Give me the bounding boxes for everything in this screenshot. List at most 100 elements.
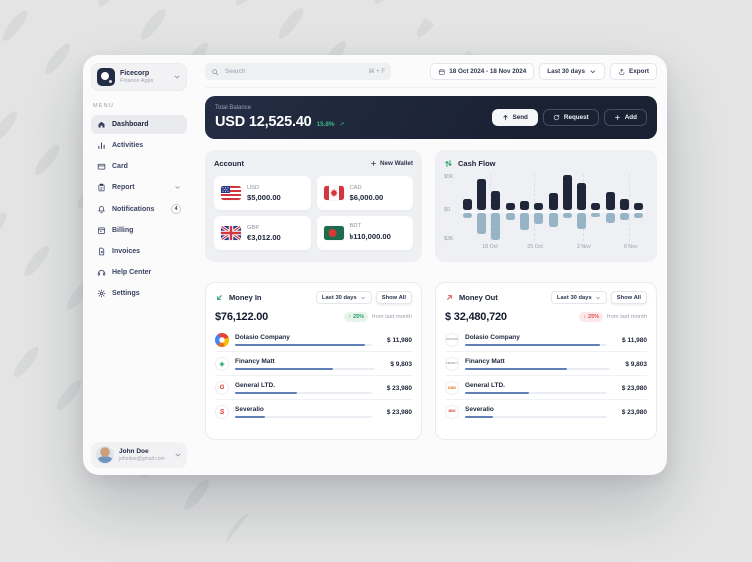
wallet-card-cad[interactable]: CAD $6,000.00 xyxy=(316,176,413,210)
inflow-bar xyxy=(534,203,544,210)
wallet-card-gbp[interactable]: GBP €3,012.00 xyxy=(214,216,311,250)
outflow-bar xyxy=(591,213,601,217)
arrow-up-icon: ↑ xyxy=(348,314,352,320)
x-axis-label: 25 Oct xyxy=(527,244,543,250)
company-name: Dolasio Company xyxy=(465,334,520,341)
wallet-card-bdt[interactable]: BDT ৳110,000.00 xyxy=(316,216,413,250)
wallet-card-usd[interactable]: USD $5,000.00 xyxy=(214,176,311,210)
progress-bar xyxy=(465,368,611,370)
new-wallet-button[interactable]: New Wallet xyxy=(370,160,413,167)
new-wallet-label: New Wallet xyxy=(379,160,413,167)
money-out-note: from last month xyxy=(607,314,647,320)
transaction-row-severalio[interactable]: MIXI Severalio $ 23,980 xyxy=(445,399,647,423)
sidebar-menu: Dashboard Activities Card Report Notificatio… xyxy=(91,115,187,303)
inflow-bar xyxy=(519,201,529,210)
money-out-show-all-button[interactable]: Show All xyxy=(610,291,647,304)
chevron-down-icon xyxy=(174,451,182,459)
money-out-change-badge: ↓ 25% xyxy=(579,312,604,322)
inflow-bar xyxy=(505,203,515,210)
date-range-label: 18 Oct 2024 - 18 Nov 2024 xyxy=(449,68,527,75)
search-icon xyxy=(211,68,219,76)
arrow-down-icon: ↓ xyxy=(583,314,587,320)
money-out-period-dropdown[interactable]: Last 30 days xyxy=(550,291,607,304)
money-in-title: Money In xyxy=(229,293,262,302)
period-dropdown[interactable]: Last 30 days xyxy=(539,63,605,80)
cashflow-title: Cash Flow xyxy=(458,159,496,168)
app-name: Ficecorp xyxy=(120,70,150,77)
date-range-button[interactable]: 18 Oct 2024 - 18 Nov 2024 xyxy=(429,63,535,80)
transaction-amount: $ 11,980 xyxy=(387,336,412,344)
inflow-bar xyxy=(462,199,472,210)
user-profile[interactable]: John Doe johndoe@gmail.com xyxy=(91,442,187,468)
request-button[interactable]: Request xyxy=(542,109,599,126)
search-shortcut: ⌘ + F xyxy=(368,69,385,75)
company-name: Severalio xyxy=(235,406,264,413)
money-in-show-all-button[interactable]: Show All xyxy=(375,291,412,304)
sidebar-item-billing[interactable]: Billing xyxy=(91,221,187,240)
sidebar-item-help-center[interactable]: Help Center xyxy=(91,263,187,282)
sidebar-item-card[interactable]: Card xyxy=(91,157,187,176)
y-axis-label: $0 xyxy=(444,207,450,213)
send-button[interactable]: Send xyxy=(491,109,538,126)
inflow-bar xyxy=(634,203,644,210)
chart-plot-area xyxy=(460,174,646,241)
outflow-bar xyxy=(562,213,572,218)
arrow-down-left-icon xyxy=(215,293,224,302)
money-out-change: 25% xyxy=(588,314,600,320)
sidebar-item-dashboard[interactable]: Dashboard xyxy=(91,115,187,134)
workspace-switcher[interactable]: Ficecorp Finance Apps xyxy=(91,63,187,91)
transaction-row-dolasio-company[interactable]: Dolasio Company $ 11,980 xyxy=(215,328,412,351)
x-axis-label: 9 Nov xyxy=(623,244,638,250)
chevron-down-icon xyxy=(360,295,366,301)
outflow-bar xyxy=(634,213,644,218)
cashflow-icon xyxy=(444,159,453,168)
company-name: Dolasio Company xyxy=(235,334,290,341)
sidebar-item-notifications[interactable]: Notifications 4 xyxy=(91,199,187,219)
outflow-bar xyxy=(505,213,515,220)
search-box[interactable]: ⌘ + F xyxy=(205,63,391,80)
chart-zero-line xyxy=(460,210,646,213)
company-logo-icon: DOLASIO xyxy=(445,333,459,347)
sidebar-item-settings[interactable]: Settings xyxy=(91,284,187,303)
sidebar-item-label: Notifications xyxy=(112,205,155,213)
sidebar-item-activities[interactable]: Activities xyxy=(91,136,187,155)
company-logo-icon: ◈ xyxy=(215,357,229,371)
export-button[interactable]: Export xyxy=(609,63,657,80)
notification-count-badge: 4 xyxy=(171,204,181,214)
sidebar-item-label: Report xyxy=(112,184,135,191)
company-logo-icon: FINANCY xyxy=(445,357,459,371)
sidebar-item-invoices[interactable]: Invoices xyxy=(91,242,187,261)
home-icon xyxy=(97,120,106,129)
avatar xyxy=(96,446,114,464)
transaction-row-financy-matt[interactable]: ◈ Financy Matt $ 9,803 xyxy=(215,351,412,375)
company-name: General LTD. xyxy=(235,382,275,389)
wallet-currency: BDT xyxy=(349,222,362,229)
chart-gridline xyxy=(629,174,631,241)
invoice-icon xyxy=(97,247,106,256)
sidebar-item-report[interactable]: Report xyxy=(91,178,187,197)
cashflow-panel: Cash Flow $5K $0 $3K 18 Oct 25 Oct 2 Nov 9 Nov xyxy=(435,150,657,262)
add-button[interactable]: Add xyxy=(603,109,647,126)
chevron-down-icon xyxy=(173,73,181,81)
transaction-row-severalio[interactable]: S Severalio $ 23,980 xyxy=(215,399,412,423)
cashflow-chart: $5K $0 $3K 18 Oct 25 Oct 2 Nov 9 Nov xyxy=(444,174,648,252)
company-name: Severalio xyxy=(465,406,494,413)
sidebar-item-label: Card xyxy=(112,163,128,170)
refresh-icon xyxy=(553,114,560,121)
money-in-panel: Money In Last 30 days Show All $76,122.0… xyxy=(205,282,422,440)
report-icon xyxy=(97,183,106,192)
money-in-change-badge: ↑ 25% xyxy=(344,312,369,322)
company-logo-icon: G xyxy=(215,381,229,395)
transaction-amount: $ 23,980 xyxy=(621,408,647,416)
transaction-row-financy-matt[interactable]: FINANCY Financy Matt $ 9,803 xyxy=(445,351,647,375)
balance-change: 15.8% xyxy=(316,121,335,128)
wallet-amount: €3,012.00 xyxy=(247,232,281,242)
transaction-row-general-ltd[interactable]: GSK General LTD. $ 23,980 xyxy=(445,375,647,399)
user-name: John Doe xyxy=(119,448,149,455)
money-in-period-dropdown[interactable]: Last 30 days xyxy=(315,291,372,304)
transaction-row-dolasio-company[interactable]: DOLASIO Dolasio Company $ 11,980 xyxy=(445,328,647,351)
outflow-bar xyxy=(548,213,558,227)
transaction-row-general-ltd[interactable]: G General LTD. $ 23,980 xyxy=(215,375,412,399)
search-input[interactable] xyxy=(223,67,365,76)
send-label: Send xyxy=(512,114,528,121)
